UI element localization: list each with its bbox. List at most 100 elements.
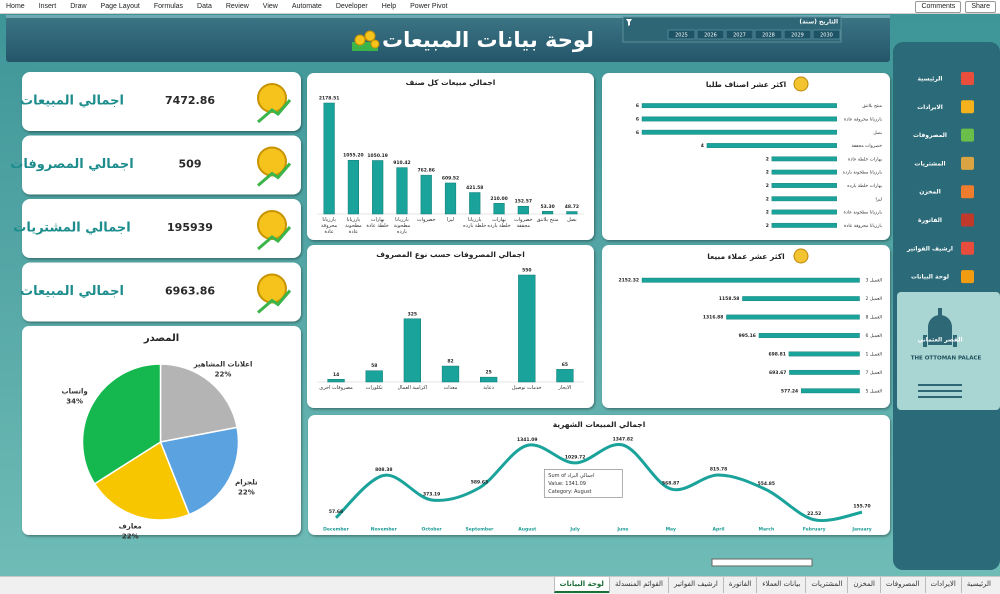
data-label: 589.63 <box>471 479 488 485</box>
year-button[interactable] <box>812 29 841 40</box>
logo-arabic: القصر العثماني <box>917 337 962 344</box>
year-button[interactable] <box>783 29 812 40</box>
kpi-value: 7472.86 <box>165 94 215 107</box>
ribbon: Comments Share Home Insert Draw Page Layout Fo… <box>0 0 1000 14</box>
y-tick-label: بارزيانا محروقة عادة <box>844 117 882 122</box>
sheet-tab[interactable]: بيانات العملاء <box>756 577 805 593</box>
sidebar-item[interactable]: المشتريات <box>914 160 945 167</box>
sheet-tab[interactable]: لوحة البيانات <box>553 577 609 593</box>
ribbon-tab[interactable]: Insert <box>38 3 57 10</box>
pie-slice <box>159 363 238 443</box>
kpi-label: اجمالي المبيعات <box>20 94 124 109</box>
kpi-card <box>22 262 301 322</box>
sidebar-item[interactable]: ارشيف الفواتير <box>906 245 953 252</box>
ribbon-tab[interactable]: Developer <box>335 3 368 10</box>
sidebar-icon <box>961 213 974 227</box>
data-label: 210.00 <box>490 196 507 202</box>
x-tick-label: August <box>518 527 537 533</box>
data-label: 58 <box>371 363 377 369</box>
sidebar-item[interactable]: لوحة البيانات <box>911 274 949 281</box>
chart-title: اجمالي المصروفات حسب نوع المصروف <box>376 250 525 259</box>
bar <box>396 167 408 215</box>
bar <box>641 129 837 135</box>
data-label: 1347.82 <box>613 437 634 443</box>
ribbon-tab[interactable]: Home <box>6 3 25 10</box>
kpi-label: اجمالي المصروفات <box>10 157 133 172</box>
ribbon-tab[interactable]: Draw <box>70 3 87 10</box>
sheet-tab[interactable]: ارشيف الفواتير <box>668 577 723 593</box>
x-tick-label: January <box>851 527 871 533</box>
chart-title: اكثر عشر اصناف طلبا <box>706 80 786 89</box>
chart-title: اكثر عشر عملاء مبيعا <box>707 252 784 261</box>
sheet-tab[interactable]: المصروفات <box>880 577 925 593</box>
ribbon-tab[interactable]: Formulas <box>153 3 184 10</box>
kpi-icon-arrow <box>257 162 292 187</box>
sidebar-item[interactable]: الرئيسية <box>918 76 943 83</box>
chart-card <box>307 245 594 408</box>
tooltip-line: Value: 1341.09 <box>548 481 586 487</box>
data-label: 2152.32 <box>619 278 640 284</box>
sidebar-item[interactable]: الايرادات <box>917 104 943 111</box>
bar <box>800 388 860 394</box>
ribbon-tab[interactable]: Help <box>381 3 397 10</box>
scrollbar[interactable] <box>711 558 813 567</box>
sheet-tab[interactable]: الفاتورة <box>722 577 756 593</box>
bar <box>726 314 860 320</box>
sheet-tab[interactable]: القوائم المنسدلة <box>608 577 668 593</box>
ribbon-buttons: Comments Share <box>915 1 996 13</box>
data-label: 25 <box>486 370 492 376</box>
bar <box>641 277 860 283</box>
pie-slice <box>159 426 240 516</box>
data-label: 995.16 <box>739 333 756 339</box>
year-button[interactable] <box>696 29 725 40</box>
data-label: 1341.09 <box>517 437 538 443</box>
data-label: 65 <box>562 362 568 368</box>
sheet-tab[interactable]: المخزن <box>847 577 880 593</box>
kpi-card <box>22 72 301 131</box>
ribbon-button[interactable]: Comments <box>915 1 962 13</box>
sheet-tab[interactable]: الايرادات <box>924 577 961 593</box>
year-button[interactable] <box>725 29 754 40</box>
bar <box>493 203 505 215</box>
data-label: 1055.20 <box>343 153 364 159</box>
sheet-tab[interactable]: المشتريات <box>805 577 847 593</box>
bar <box>403 318 421 383</box>
sidebar-icon <box>961 72 974 85</box>
ribbon-tab[interactable]: Data <box>197 3 212 10</box>
filter-icon <box>626 19 632 26</box>
bar <box>323 102 335 215</box>
kpi-icon <box>257 210 287 240</box>
year-label: 2030 <box>820 32 833 38</box>
ribbon-tab[interactable]: Automate <box>291 3 322 10</box>
data-label: 2 <box>766 170 769 176</box>
data-label: 48.72 <box>565 204 579 210</box>
ribbon-tab[interactable]: Review <box>225 3 249 10</box>
y-tick-label: بارزيانا مطحونة عادة <box>844 211 883 216</box>
sidebar-item[interactable]: الفاتورة <box>918 217 942 224</box>
slice-name: تلجرام <box>235 478 258 486</box>
kpi-icon <box>257 273 287 304</box>
x-tick-label: June <box>616 527 628 533</box>
sidebar-item[interactable]: المخزن <box>919 189 941 196</box>
ribbon-tab[interactable]: Page Layout <box>100 3 140 10</box>
data-label: 6 <box>636 103 639 109</box>
ribbon-tab[interactable]: View <box>262 3 278 10</box>
y-tick-label: بصل <box>873 131 882 136</box>
y-tick-label: العميل 5 <box>866 388 882 394</box>
sheet-tab[interactable]: الرئيسية <box>960 577 996 593</box>
chart-title: المصدر <box>143 333 179 344</box>
x-tick-label: December <box>323 527 349 533</box>
bar <box>469 192 481 215</box>
bar <box>641 116 837 122</box>
ribbon-button[interactable]: Share <box>965 1 996 13</box>
year-button[interactable] <box>754 29 783 40</box>
ribbon-tab[interactable]: Power Pivot <box>410 3 448 10</box>
year-button[interactable] <box>667 29 696 40</box>
sidebar-icon <box>961 156 974 170</box>
y-tick-label: منتج بلاتنق <box>862 104 882 109</box>
bar <box>641 103 837 109</box>
bar <box>420 174 432 215</box>
kpi-icon <box>257 83 287 113</box>
sidebar-item[interactable]: المصروفات <box>913 132 947 139</box>
bar <box>771 156 837 162</box>
